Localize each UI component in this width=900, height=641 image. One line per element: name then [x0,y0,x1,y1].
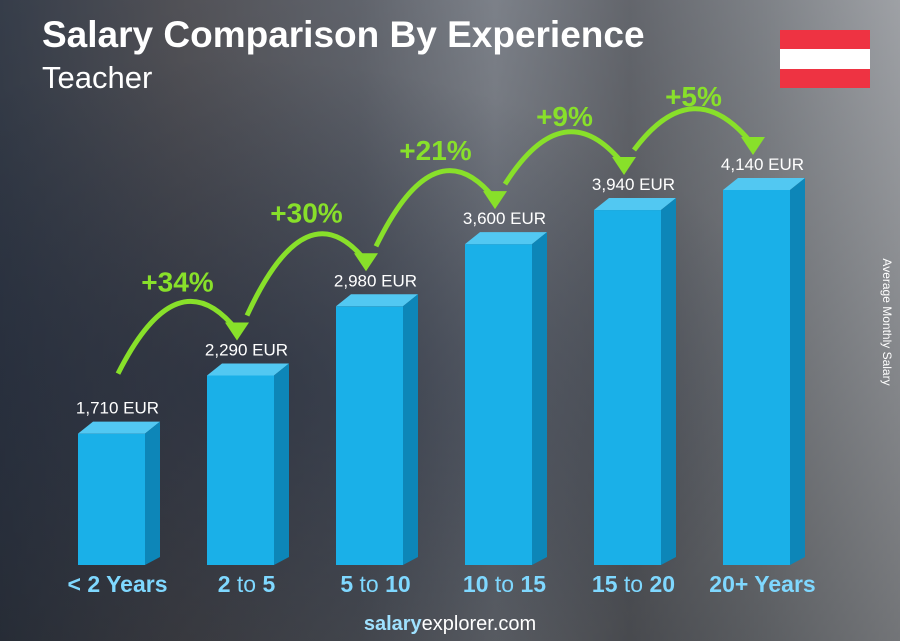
change-label: +9% [536,101,593,132]
value-label: 3,940 EUR [592,175,675,194]
bar-top [723,178,805,190]
change-label: +5% [665,81,722,112]
austria-flag [780,30,870,88]
bar [78,421,160,565]
category-label: < 2 Years [68,571,168,597]
change-arrow [115,299,239,375]
category-label: 15 to 20 [592,571,675,597]
brand-tld: .com [492,613,537,635]
brand-bold: salary [363,613,422,635]
bar-side [403,294,418,565]
category-label: 5 to 10 [340,571,410,597]
bar-front [336,306,403,565]
value-label: 2,290 EUR [205,340,288,359]
bar-front [594,210,661,566]
bar-top [594,198,676,211]
change-arrow [373,168,497,248]
value-label: 2,980 EUR [334,271,417,290]
brand-rest: explorer [421,613,493,635]
bar [465,232,547,565]
bar-side [661,198,676,566]
bar-side [274,363,289,565]
bar [207,363,289,565]
bar-top [207,363,289,376]
bar [723,178,805,565]
bar-front [78,433,145,565]
arrow-head-icon [354,253,378,272]
bar-front [723,190,790,565]
bar-top [78,421,160,434]
bar [336,294,418,565]
footer-brand[interactable]: salaryexplorer.com [0,613,900,636]
bar-top [336,294,418,307]
category-label: 2 to 5 [218,571,276,597]
change-arrow [631,106,755,152]
bar-side [145,421,160,565]
value-label: 1,710 EUR [76,399,159,418]
arrow-head-icon [483,191,507,210]
bar-top [465,232,547,245]
bar-front [465,244,532,565]
value-label: 3,600 EUR [463,209,546,228]
value-label: 4,140 EUR [721,155,804,174]
change-label: +21% [399,135,471,166]
change-arrow [502,129,626,186]
chart-title: Salary Comparison By Experience [42,14,645,55]
arrow-head-icon [741,137,765,155]
change-label: +34% [141,266,213,297]
category-label: 20+ Years [709,571,815,597]
arrow-head-icon [225,322,249,341]
bar [594,198,676,566]
change-label: +30% [270,197,342,228]
change-arrow [244,231,368,317]
bar-side [532,232,547,565]
bar-front [207,375,274,565]
chart-subtitle: Teacher [42,60,153,95]
category-label: 10 to 15 [463,571,546,597]
arrow-head-icon [612,157,636,176]
bar-side [790,178,805,565]
